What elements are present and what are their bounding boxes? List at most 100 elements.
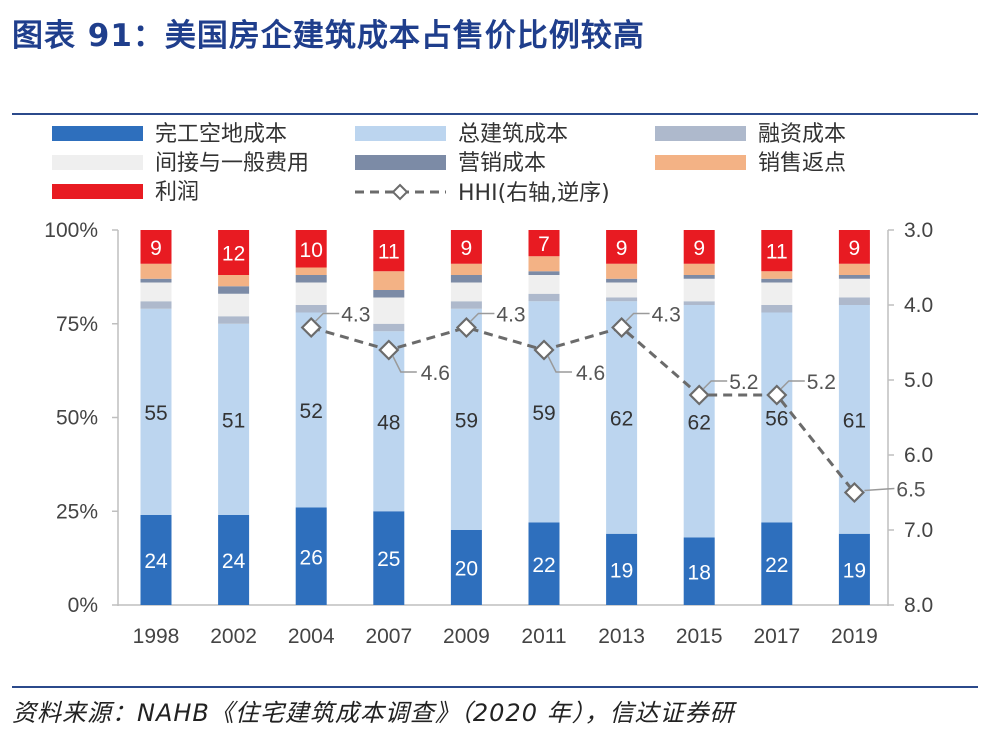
legend-label-4: 间接与一般费用 xyxy=(155,151,309,176)
hhi-label-leader xyxy=(547,355,572,373)
y2-tick-label: 8.0 xyxy=(904,594,933,617)
bar-segment xyxy=(528,256,560,272)
hhi-point xyxy=(766,384,788,406)
bar-segment xyxy=(218,316,250,324)
bar-segment xyxy=(295,230,327,268)
bar-segment xyxy=(761,271,793,279)
legend-swatch-5 xyxy=(355,155,446,170)
bar-value-label: 22 xyxy=(532,554,555,577)
bar-value-label: 62 xyxy=(610,408,633,431)
bar-value-label: 11 xyxy=(378,241,400,264)
bar-segment xyxy=(606,301,638,534)
hhi-value-label: 5.2 xyxy=(807,371,836,394)
bar-segment xyxy=(761,278,793,283)
bar-segment xyxy=(528,275,560,294)
x-tick-label: 2015 xyxy=(676,625,723,648)
hhi-label-leader xyxy=(314,312,340,323)
bar-segment xyxy=(373,511,405,605)
legend-swatch-2 xyxy=(355,126,446,141)
legend-label-2: 总建筑成本 xyxy=(458,122,568,147)
legend-label-3: 融资成本 xyxy=(758,122,846,147)
hhi-value-label: 4.3 xyxy=(652,304,681,327)
y-tick-label: 25% xyxy=(56,500,98,523)
bar-value-label: 11 xyxy=(766,241,788,264)
y-tick-label: 75% xyxy=(56,313,98,336)
legend-label-line: HHI(右轴,逆序) xyxy=(458,181,610,206)
bar-segment xyxy=(683,305,715,538)
hhi-value-label: 4.3 xyxy=(496,304,525,327)
bar-segment xyxy=(140,230,172,264)
bar-segment xyxy=(450,263,482,275)
bar-value-label: 22 xyxy=(765,554,788,577)
hhi-label-leader xyxy=(702,380,728,390)
bar-value-label: 12 xyxy=(222,243,245,266)
bar-segment xyxy=(450,301,482,309)
bar-segment xyxy=(528,301,560,523)
bar-segment xyxy=(373,271,405,290)
hhi-label-leader xyxy=(864,487,895,492)
bar-segment xyxy=(606,282,638,298)
bar-value-label: 24 xyxy=(144,550,168,573)
bar-segment xyxy=(761,305,793,313)
legend-swatch-1 xyxy=(52,126,143,141)
bar-segment xyxy=(218,293,250,317)
legend-label-7: 利润 xyxy=(155,180,199,205)
hhi-point xyxy=(300,316,322,339)
legend-line-marker xyxy=(391,183,409,201)
bar-value-label: 59 xyxy=(532,402,555,425)
bar-segment xyxy=(838,278,870,298)
source-divider xyxy=(12,686,978,688)
y-tick-label: 0% xyxy=(68,594,98,617)
bar-segment xyxy=(450,230,482,264)
bar-value-label: 9 xyxy=(849,237,861,260)
bar-segment xyxy=(528,293,560,302)
bar-segment xyxy=(761,230,793,272)
bar-segment xyxy=(450,530,482,605)
bar-segment xyxy=(218,275,250,287)
bar-value-label: 7 xyxy=(538,233,550,256)
bar-segment xyxy=(683,263,715,275)
bar-value-label: 61 xyxy=(843,409,866,432)
bar-value-label: 9 xyxy=(693,237,705,260)
bar-segment xyxy=(295,282,327,305)
bar-segment xyxy=(373,331,405,512)
x-tick-label: 1998 xyxy=(133,625,180,648)
y2-tick-label: 6.0 xyxy=(904,444,933,467)
x-tick-label: 2004 xyxy=(288,625,335,648)
bar-segment xyxy=(683,278,715,302)
bar-segment xyxy=(218,286,250,294)
bar-segment xyxy=(373,297,405,324)
bar-segment xyxy=(140,515,172,605)
bar-value-label: 55 xyxy=(144,402,167,425)
bar-segment xyxy=(140,278,172,283)
bar-segment xyxy=(838,275,870,279)
bar-value-label: 24 xyxy=(222,550,246,573)
bar-value-label: 48 xyxy=(377,411,400,434)
bar-segment xyxy=(295,305,327,313)
bar-segment xyxy=(373,323,405,332)
bar-segment xyxy=(606,278,638,283)
hhi-point xyxy=(611,316,633,339)
legend-swatch-7 xyxy=(52,184,143,199)
hhi-point xyxy=(378,339,400,361)
bar-value-label: 52 xyxy=(300,400,323,423)
hhi-value-label: 4.6 xyxy=(576,362,605,385)
bar-segment xyxy=(683,230,715,264)
bar-segment xyxy=(218,230,250,275)
x-tick-label: 2011 xyxy=(521,625,566,648)
legend-label-6: 销售返点 xyxy=(758,151,846,176)
bar-segment xyxy=(373,290,405,298)
bar-segment xyxy=(295,275,327,283)
bar-value-label: 9 xyxy=(150,237,162,260)
hhi-label-leader xyxy=(780,380,805,390)
bar-segment xyxy=(218,515,250,605)
bar-segment xyxy=(606,230,638,264)
bar-value-label: 19 xyxy=(610,559,633,582)
bar-value-label: 26 xyxy=(300,546,323,569)
bar-segment xyxy=(683,537,715,605)
bar-value-label: 62 xyxy=(688,411,711,434)
bar-value-label: 19 xyxy=(843,559,866,582)
x-tick-label: 2009 xyxy=(443,625,490,648)
bar-value-label: 20 xyxy=(455,558,478,581)
